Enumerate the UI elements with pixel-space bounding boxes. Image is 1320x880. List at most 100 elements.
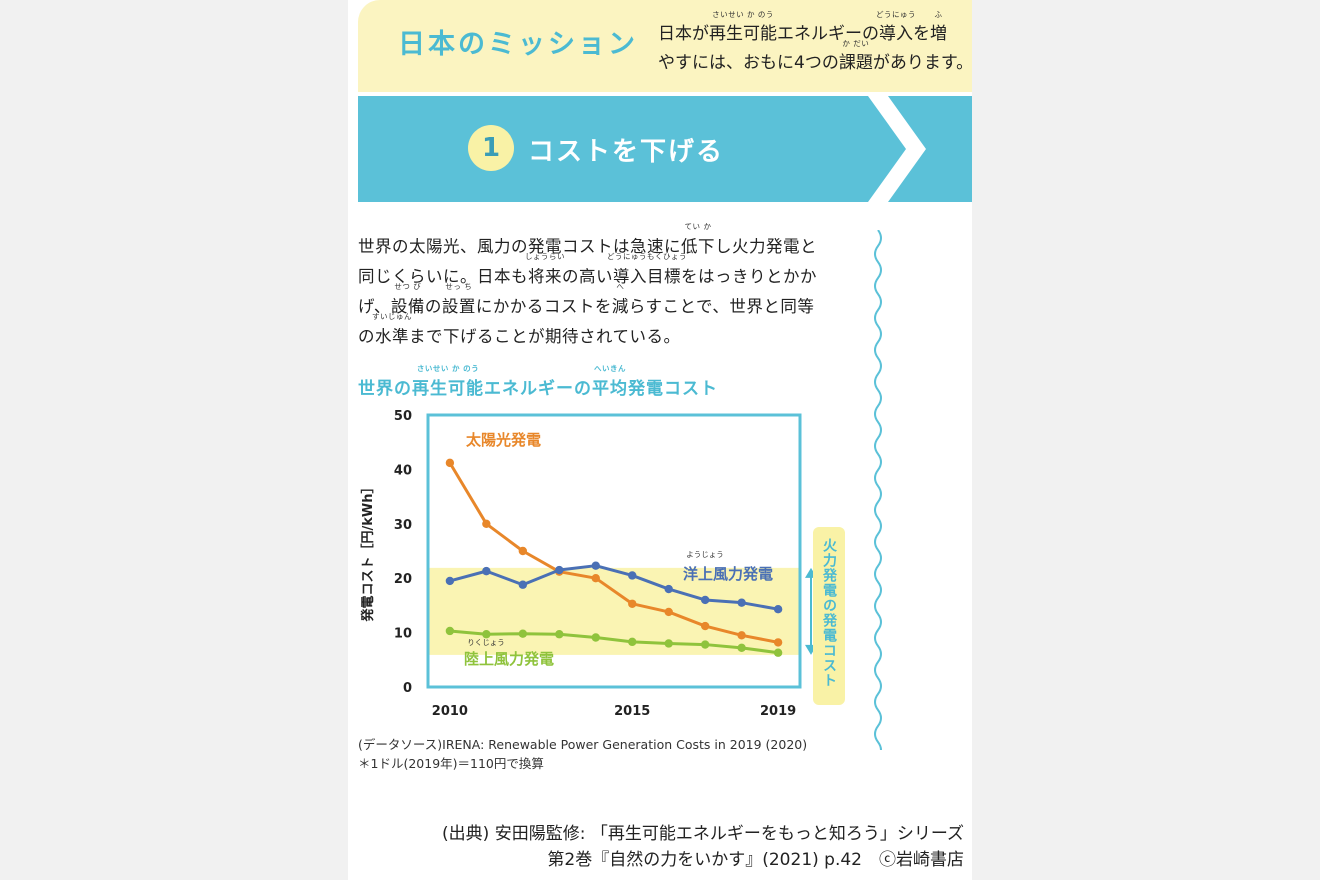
body-text-part: げ、 <box>358 297 391 316</box>
mission-text-part: があります。 <box>872 53 972 73</box>
series-label: 陸上風力発電 <box>464 650 554 668</box>
data-point <box>591 561 600 570</box>
ruby-word: どうにゅうもくひょう導入目標 <box>607 253 687 292</box>
cost-line-chart: 0 10 20 30 40 50 2010 2015 2019 発電コスト［円/kWh］ 太陽光発電… <box>360 409 817 719</box>
data-point <box>591 574 600 583</box>
data-point <box>555 565 564 575</box>
data-point <box>773 638 783 647</box>
data-point <box>737 631 746 640</box>
ruby-word: てい か低下 <box>681 223 715 262</box>
plot-frame <box>426 413 802 689</box>
ruby-base: 平均 <box>592 379 628 399</box>
ruby-word: どうにゅう 導入 <box>876 11 916 49</box>
data-point <box>482 519 491 528</box>
ruby-base: 再生可能 <box>709 24 777 44</box>
body-text-part: まで下げることが期待されている。 <box>409 327 681 346</box>
ruby-reading: せっ ち <box>445 282 473 291</box>
data-point <box>773 605 783 614</box>
ruby-word: へ減 <box>611 283 629 322</box>
data-point <box>628 637 637 647</box>
ruby-reading: ふ <box>934 10 943 19</box>
ruby-base: 減 <box>611 297 629 316</box>
ruby-word: せっ ち設置 <box>441 283 476 322</box>
chevron-right-icon <box>876 96 926 202</box>
body-text-part: 世界の太陽光、風力の発電コストは急速に <box>358 237 681 256</box>
mission-line-2: やすには、おもに4つのか だい課題があります。 <box>658 40 972 78</box>
data-point <box>737 643 746 653</box>
series-line <box>449 564 779 611</box>
data-point <box>518 580 528 589</box>
mission-line-1: 日本が さいせい か のう 再生可能エネルギーの どうにゅう 導入をふ増 <box>658 11 970 49</box>
x-tick-label: 2015 <box>614 704 650 719</box>
step-title: コストを下げる <box>528 137 725 167</box>
step-banner-tail <box>888 96 972 202</box>
mission-text-part: やすには、おもに4つの <box>658 53 839 73</box>
ruby-reading: か だい <box>842 39 870 48</box>
body-text-part: し火力発電と <box>715 237 817 256</box>
mission-title: 日本のミッション <box>398 29 638 60</box>
y-tick-label: 0 <box>403 681 412 696</box>
body-line-4: のすいじゅん 水準まで下げることが期待されている。 <box>358 313 858 352</box>
data-point <box>664 584 673 594</box>
ruby-reading: すいじゅん <box>372 312 412 321</box>
ruby-base: 設備 <box>390 297 425 316</box>
data-point <box>445 458 455 468</box>
data-point <box>628 571 637 580</box>
chart-title-part: 発電コスト <box>628 379 718 399</box>
data-point <box>700 640 710 649</box>
mission-text: 日本が さいせい か のう 再生可能エネルギーの どうにゅう 導入をふ増 やすには、おも… <box>658 11 972 78</box>
wavy-divider <box>874 230 882 750</box>
mission-text-part: 日本が <box>658 24 709 44</box>
ruby-reading: てい か <box>684 222 712 231</box>
data-point <box>482 630 491 639</box>
ruby-reading: せつ び <box>394 282 422 291</box>
ruby-word: しょうらい 将来 <box>525 253 565 292</box>
series-line <box>449 629 779 655</box>
ruby-base: 課題 <box>838 53 873 73</box>
body-text-part: 同じくらいに。日本も <box>358 267 528 286</box>
ruby-word: さいせい か のう再生可能 <box>709 11 777 49</box>
data-point <box>737 598 746 607</box>
step-number-badge: 1 <box>468 125 514 171</box>
body-text-part: らすことで、世界と同等 <box>628 297 815 316</box>
wavy-divider-line <box>874 230 882 750</box>
mission-header: 日本のミッション 日本が さいせい か のう 再生可能エネルギーの どうにゅう 導入をふ… <box>358 0 972 92</box>
thermal-cost-label: 火力発電の発電コスト <box>821 538 837 688</box>
ruby-reading: どうにゅうもくひょう <box>607 252 687 261</box>
series-label: 洋上風力発電 <box>683 565 773 583</box>
ruby-base: 導入目標 <box>613 267 681 286</box>
ruby-base: 低下 <box>681 237 715 256</box>
chart-title: 世界の さいせい か のう 再生可能エネルギーの へいきん 平均発電コスト <box>358 365 718 400</box>
data-point <box>664 607 673 617</box>
data-point <box>482 566 491 576</box>
body-paragraph: 世界の太陽光、風力の発電コストは急速に てい か低下し火力発電と 同じくらいに。日… <box>358 223 858 352</box>
ruby-word: へいきん 平均 <box>592 365 628 400</box>
data-point <box>445 576 455 586</box>
series-label-ruby: りくじょう <box>467 638 505 647</box>
body-text-part: の高い <box>562 267 613 286</box>
ruby-word: すいじゅん 水準 <box>372 313 412 352</box>
body-text-part: の <box>424 297 442 316</box>
mission-text-part: エネルギーの <box>777 24 879 44</box>
ruby-base: 設置 <box>441 297 476 316</box>
body-line-3: げ、 せつ び設備の せっ ち設置にかかるコストをへ減らすことで、世界と同等 <box>358 283 858 322</box>
ruby-base: 水準 <box>375 327 409 346</box>
body-text-part: の <box>358 327 375 346</box>
right-gutter <box>972 0 1320 880</box>
data-source-note: (データソース)IRENA: Renewable Power Generatio… <box>358 737 808 752</box>
data-point <box>664 639 673 648</box>
series-line <box>448 462 779 644</box>
ruby-reading: さいせい か のう <box>712 10 774 19</box>
data-point <box>555 630 564 639</box>
credit-line-1: (出典) 安田陽監修: 「再生可能エネルギーをもっと知ろう」シリーズ <box>442 824 964 844</box>
data-point <box>591 633 600 642</box>
y-tick-label: 30 <box>394 518 412 533</box>
body-text-part: をはっきりとかか <box>681 267 817 286</box>
step-banner-shape <box>358 96 906 202</box>
body-line-2: 同じくらいに。日本も しょうらい 将来の高い どうにゅうもくひょう 導入目標をはっきりと… <box>358 253 858 292</box>
chart-title-part: 世界の <box>358 379 412 399</box>
y-tick-label: 20 <box>394 572 412 587</box>
data-point <box>518 546 528 556</box>
data-point <box>445 626 455 636</box>
series-label-ruby: ようじょう <box>686 550 724 559</box>
